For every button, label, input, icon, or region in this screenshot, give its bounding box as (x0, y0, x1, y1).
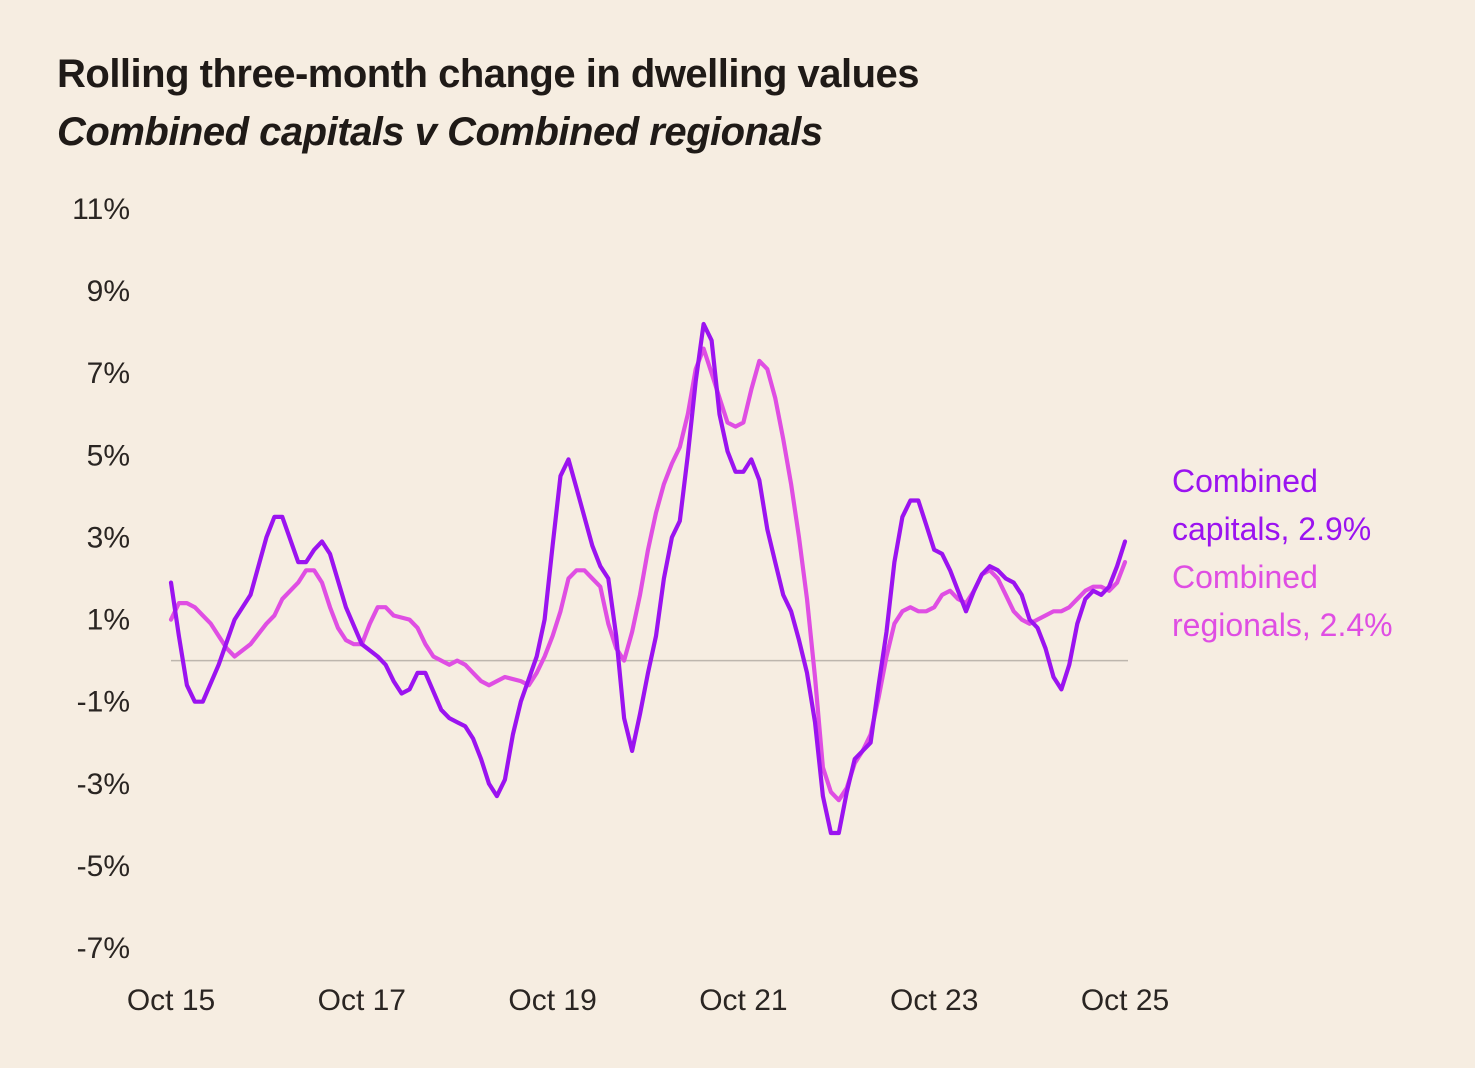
x-tick-label: Oct 15 (127, 984, 215, 1017)
x-tick-label: Oct 25 (1081, 984, 1169, 1017)
legend-label-capitals: capitals, 2.9% (1172, 511, 1371, 547)
y-tick-label: 5% (87, 439, 130, 472)
y-tick-label: -7% (77, 932, 130, 965)
legend-label-regionals: regionals, 2.4% (1172, 607, 1393, 643)
chart-title: Rolling three-month change in dwelling v… (57, 52, 920, 96)
y-axis: 11% 9% 7% 5% 3% 1% -1% -3% -5% -7% (72, 193, 130, 965)
series-layer (168, 321, 1128, 836)
y-tick-label: -1% (77, 686, 130, 719)
y-tick-label: 1% (87, 604, 130, 637)
legend-label-regionals: Combined (1172, 559, 1318, 595)
x-tick-label: Oct 17 (318, 984, 406, 1017)
legend: Combined capitals, 2.9% Combined regionals,… (1172, 463, 1393, 643)
y-tick-label: 9% (87, 275, 130, 308)
x-tick-label: Oct 21 (699, 984, 787, 1017)
y-tick-label: -3% (77, 768, 130, 801)
y-tick-label: 7% (87, 357, 130, 390)
series-line-capitals (168, 321, 1128, 836)
chart-subtitle: Combined capitals v Combined regionals (57, 110, 823, 154)
y-tick-label: 3% (87, 521, 130, 554)
legend-label-capitals: Combined (1172, 463, 1318, 499)
x-tick-label: Oct 23 (890, 984, 978, 1017)
x-axis: Oct 15 Oct 17 Oct 19 Oct 21 Oct 23 Oct 25 (127, 984, 1169, 1017)
y-tick-label: -5% (77, 850, 130, 883)
x-tick-label: Oct 19 (508, 984, 596, 1017)
y-tick-label: 11% (72, 193, 130, 226)
